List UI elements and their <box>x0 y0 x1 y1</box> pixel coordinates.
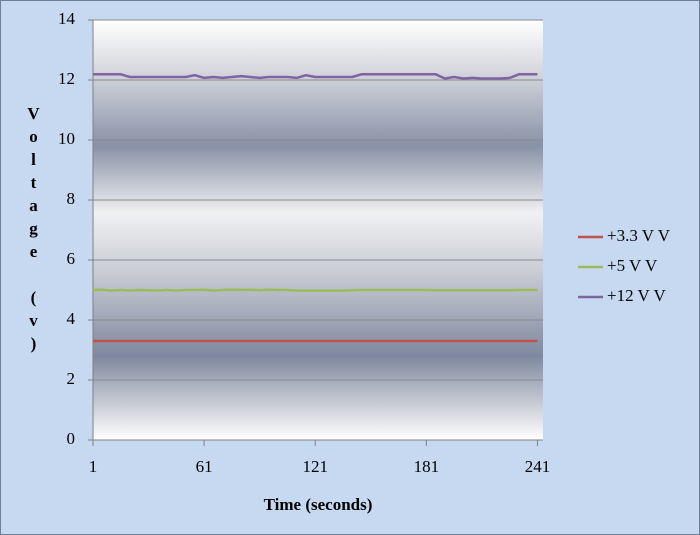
y-tick-label: 2 <box>67 369 76 388</box>
y-axis-title: Voltage (v) <box>24 104 43 357</box>
legend-label: +3.3 V V <box>607 226 671 245</box>
y-tick-label: 10 <box>58 129 75 148</box>
plot-area <box>93 20 543 440</box>
y-tick-label: 4 <box>67 309 76 328</box>
series-line <box>93 73 538 80</box>
x-axis-title: Time (seconds) <box>264 495 373 514</box>
x-tick-label: 121 <box>302 457 328 476</box>
series-line <box>92 288 538 292</box>
legend-label: +12 V V <box>607 286 666 305</box>
y-tick-label: 12 <box>58 69 75 88</box>
x-tick-label: 1 <box>89 457 98 476</box>
legend-label: +5 V V <box>607 256 658 275</box>
x-tick-label: 241 <box>525 457 551 476</box>
y-tick-label: 0 <box>67 429 76 448</box>
x-tick-label: 61 <box>196 457 213 476</box>
y-tick-label: 6 <box>67 249 76 268</box>
y-tick-label: 14 <box>58 9 76 28</box>
x-tick-label: 181 <box>414 457 440 476</box>
y-tick-label: 8 <box>67 189 76 208</box>
